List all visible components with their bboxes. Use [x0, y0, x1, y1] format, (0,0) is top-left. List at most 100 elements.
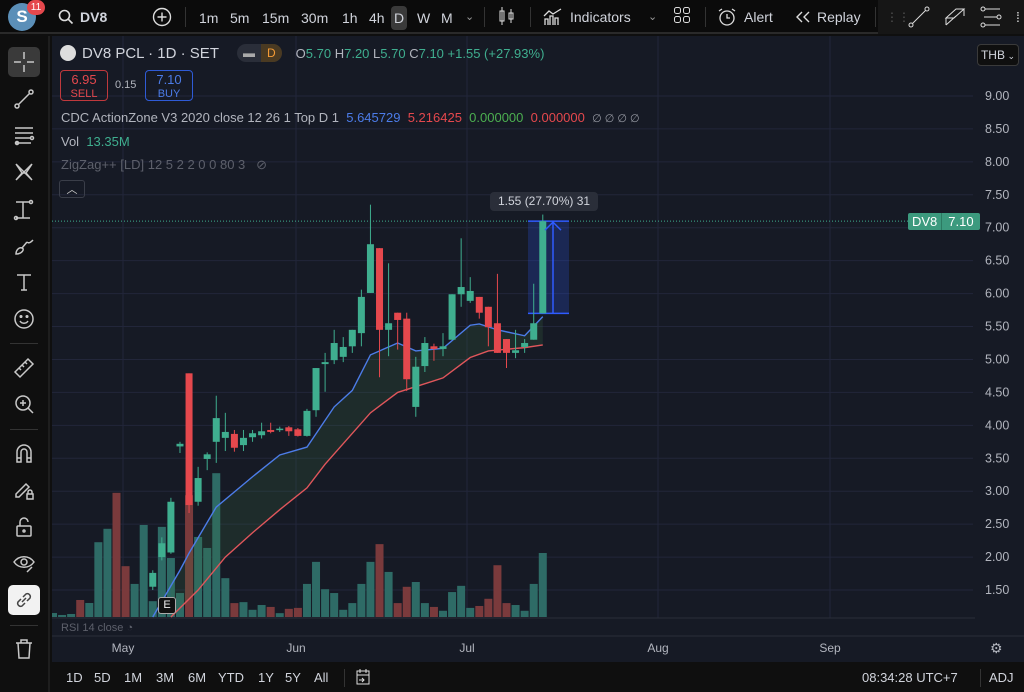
brush-tool[interactable] [8, 231, 40, 261]
buy-button[interactable]: 7.10 BUY [145, 70, 193, 101]
price-axis-label: 4.50 [985, 385, 1009, 399]
lock-drawing-tool[interactable] [8, 475, 40, 505]
hide-drawings-tool[interactable] [8, 548, 40, 578]
earnings-marker[interactable]: E [158, 597, 176, 614]
emoji-tool[interactable] [8, 304, 40, 334]
symbol-search[interactable]: DV8 [58, 6, 107, 28]
candle-body [348, 329, 356, 347]
notification-badge: 11 [27, 0, 45, 15]
sell-button[interactable]: 6.95 SELL [60, 70, 108, 101]
volume-bar [67, 613, 76, 617]
cdc-indicator-legend[interactable]: CDC ActionZone V3 2020 close 12 26 1 Top… [61, 110, 640, 125]
timezone-clock[interactable]: 08:34:28 UTC+7 [862, 670, 958, 685]
more-drawings-icon[interactable]: ⁞ [1016, 9, 1020, 25]
volume-bar [58, 614, 67, 617]
trend-line-icon [14, 89, 34, 109]
range-1y[interactable]: 1Y [258, 670, 274, 685]
plus-circle-icon [152, 7, 172, 27]
timeframe-4h[interactable]: 4h [369, 10, 385, 26]
volume-bar [393, 603, 402, 617]
fib-favorite-button[interactable] [980, 6, 1002, 28]
range-1m[interactable]: 1M [124, 670, 143, 685]
chart-type-candles-button[interactable] [498, 6, 516, 28]
candle-body [294, 429, 302, 436]
timeframe-M[interactable]: M [441, 10, 453, 26]
parallel-channel-favorite-button[interactable] [944, 6, 966, 28]
timeframe-W[interactable]: W [417, 10, 431, 26]
eye-hidden-icon[interactable]: ⊘ [256, 157, 268, 172]
trend-line-tool[interactable] [8, 84, 40, 114]
zoom-in-tool[interactable] [8, 389, 40, 419]
ema-fast-line [152, 316, 544, 618]
timeframe-15m[interactable]: 15m [262, 10, 290, 26]
go-to-date-button[interactable] [354, 668, 372, 689]
candle-body [376, 248, 384, 330]
measure-tool[interactable] [8, 353, 40, 383]
timeframe-5m[interactable]: 5m [230, 10, 250, 26]
timeframe-D[interactable]: D [391, 6, 408, 30]
replay-label: Replay [817, 9, 861, 25]
collapse-legend-button[interactable]: ︿ [59, 180, 85, 198]
candle-body [330, 343, 338, 361]
trend-line-favorite-button[interactable] [908, 6, 930, 28]
low-label: L [373, 45, 381, 61]
drawing-toolbar [0, 36, 50, 692]
chart-settings-gear-icon[interactable]: ⚙ [990, 640, 1003, 656]
magnet-mode-tool[interactable] [8, 438, 40, 468]
price-axis-label: 6.50 [985, 254, 1009, 268]
compare-add-button[interactable] [152, 6, 172, 28]
symbol-title[interactable]: DV8 PCL · 1D · SET [82, 44, 219, 62]
range-all[interactable]: All [314, 670, 329, 685]
lock-all-tool[interactable] [8, 512, 40, 542]
price-axis-label: 7.00 [985, 221, 1009, 235]
candle-body [230, 433, 238, 448]
cdc-buy-value: 0.000000 [469, 110, 524, 125]
range-3m[interactable]: 3M [156, 670, 175, 685]
volume-bar [484, 598, 493, 617]
drag-handle-icon[interactable]: ⋮⋮ [886, 10, 910, 24]
volume-bar [330, 593, 339, 617]
timeframe-30m[interactable]: 30m [301, 10, 329, 26]
eye-icon [13, 556, 35, 573]
timeframe-dropdown-chevron-icon[interactable]: ⌄ [465, 11, 475, 23]
timeframe-1h[interactable]: 1h [342, 10, 358, 26]
alert-button[interactable]: Alert [717, 6, 773, 28]
date-price-range-icon [13, 199, 34, 221]
trash-icon [16, 639, 32, 659]
rsi-pane-legend[interactable]: RSI 14 close ◔ [61, 622, 133, 634]
indicators-button[interactable]: Indicators [543, 6, 631, 28]
currency-selector[interactable]: THB ⌄ [977, 44, 1019, 66]
sync-drawings-tool[interactable] [8, 585, 40, 615]
volume-bar [257, 605, 266, 617]
range-1d[interactable]: 1D [66, 670, 83, 685]
range-6m[interactable]: 6M [188, 670, 207, 685]
zigzag-legend[interactable]: ZigZag++ [LD] 12 5 2 2 0 0 80 3 ⊘ [61, 157, 267, 173]
rsi-label: RSI 14 close [61, 622, 124, 634]
indicators-dropdown-chevron-icon[interactable]: ⌄ [648, 11, 658, 23]
range-ytd[interactable]: YTD [218, 670, 244, 685]
remove-drawings-tool[interactable] [8, 634, 40, 664]
text-tool[interactable] [8, 267, 40, 297]
crosshair-tool[interactable] [8, 47, 40, 77]
volume-bar [321, 589, 330, 617]
time-axis-label: Jul [459, 641, 474, 655]
range-5y[interactable]: 5Y [285, 670, 301, 685]
volume-legend[interactable]: Vol 13.35M [61, 134, 130, 149]
candlestick-icon [499, 7, 514, 25]
timeframe-1m[interactable]: 1m [199, 10, 219, 26]
chevron-up-icon: ︿ [66, 184, 78, 196]
high-label: H [334, 45, 345, 61]
layouts-button[interactable] [673, 6, 691, 28]
market-status-badge[interactable]: ▬ D [236, 44, 282, 62]
candle-body [276, 428, 284, 431]
projection-tool[interactable] [8, 195, 40, 225]
volume-bar [203, 547, 212, 617]
symbol-logo-icon [60, 45, 76, 61]
adjust-data-button[interactable]: ADJ [989, 670, 1014, 685]
pattern-tool[interactable] [8, 157, 40, 187]
replay-button[interactable]: Replay [795, 6, 861, 28]
range-5d[interactable]: 5D [94, 670, 111, 685]
fib-tool[interactable] [8, 120, 40, 150]
trend-line-icon [908, 6, 930, 28]
